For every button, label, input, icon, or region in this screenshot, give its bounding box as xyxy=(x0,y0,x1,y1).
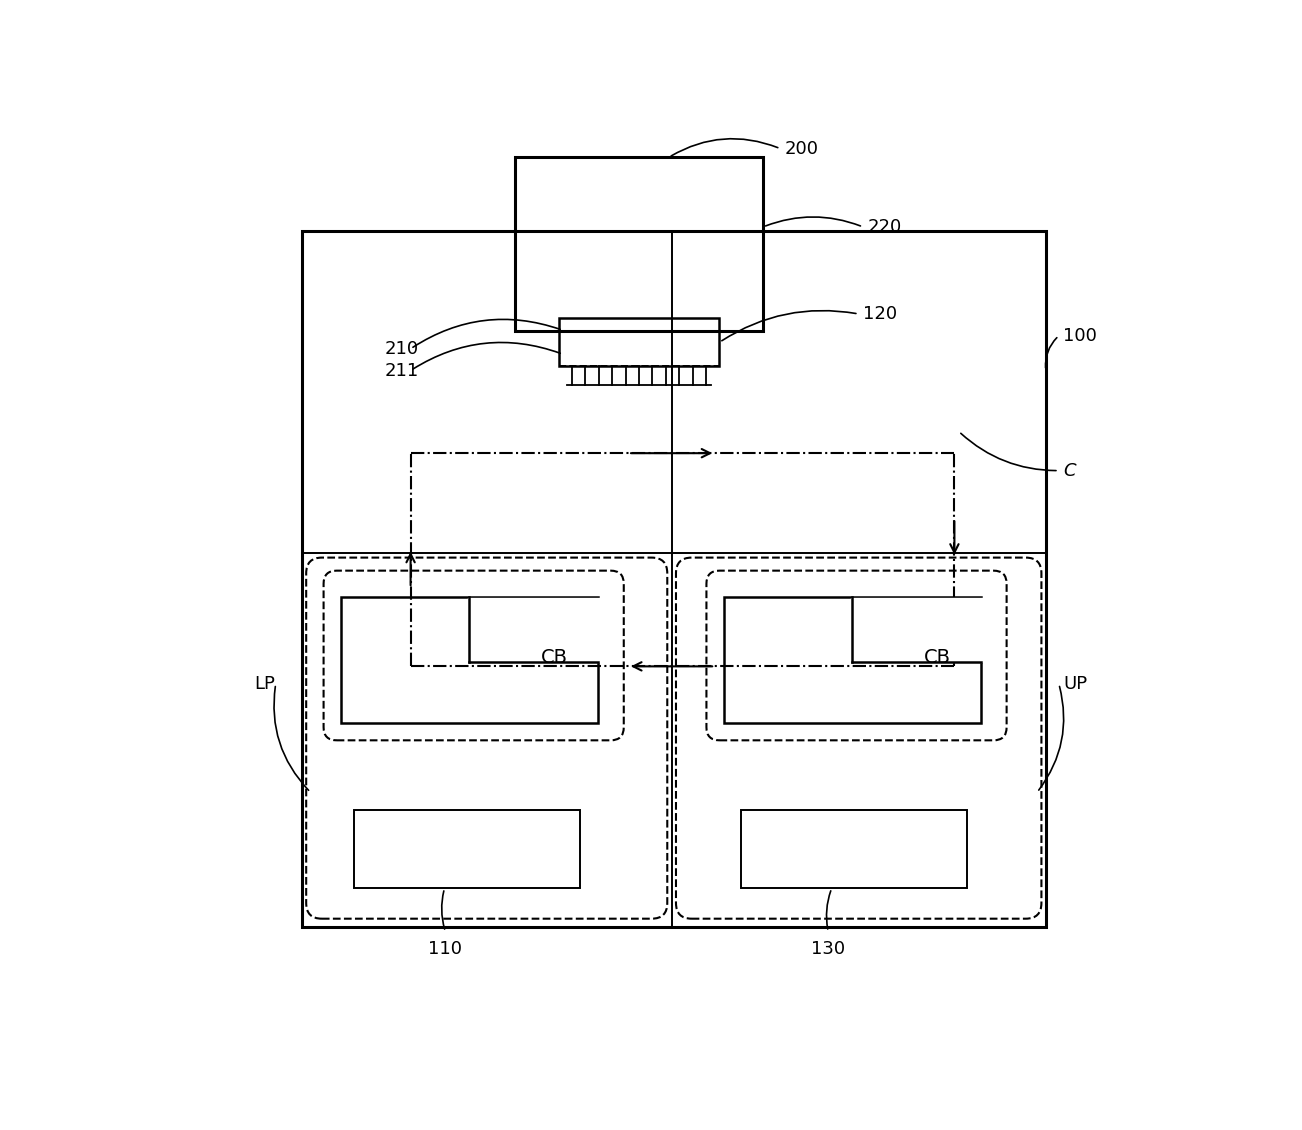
Bar xyxy=(354,810,581,888)
Text: 100: 100 xyxy=(1064,327,1098,345)
Text: UP: UP xyxy=(1064,675,1087,693)
Bar xyxy=(741,810,967,888)
Bar xyxy=(341,597,598,723)
Text: LP: LP xyxy=(254,675,275,693)
Text: C: C xyxy=(1064,461,1075,479)
Text: 120: 120 xyxy=(863,305,897,323)
Text: CB: CB xyxy=(542,649,568,667)
Bar xyxy=(516,157,763,331)
Bar xyxy=(724,597,980,723)
Bar xyxy=(559,319,720,366)
Text: 110: 110 xyxy=(428,940,462,958)
Bar xyxy=(302,232,1046,928)
Text: 200: 200 xyxy=(785,140,819,158)
Text: 130: 130 xyxy=(811,940,845,958)
Text: 210: 210 xyxy=(384,340,419,358)
Text: 220: 220 xyxy=(867,218,902,236)
Text: 211: 211 xyxy=(384,362,419,380)
Text: CB: CB xyxy=(924,649,950,667)
